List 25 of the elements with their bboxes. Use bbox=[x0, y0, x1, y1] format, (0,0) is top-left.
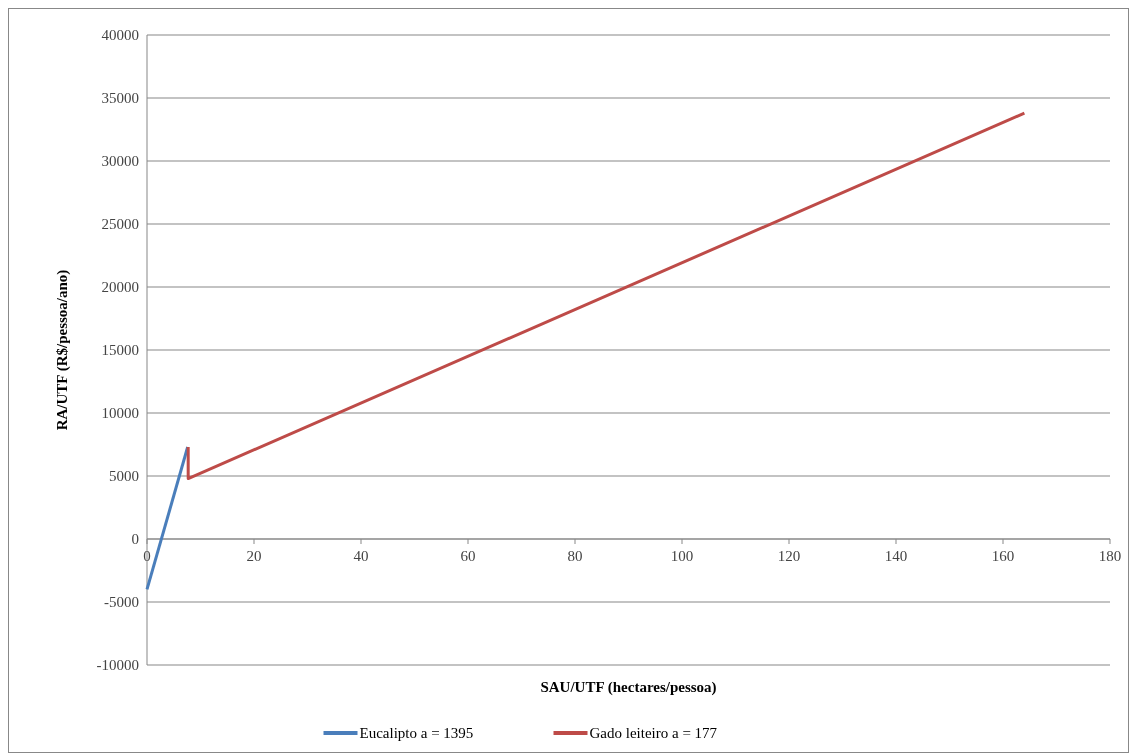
y-tick-label: 30000 bbox=[101, 153, 139, 170]
y-axis-title: RA/UTF (R$/pessoa/ano) bbox=[54, 269, 71, 431]
y-tick-label: 40000 bbox=[101, 27, 139, 44]
x-tick-label: 60 bbox=[460, 548, 476, 564]
x-tick-label: 180 bbox=[1098, 548, 1122, 564]
y-tick-label: -10000 bbox=[96, 657, 139, 674]
x-axis-title: SAU/UTF (hectares/pessoa) bbox=[540, 679, 717, 696]
x-tick-label: 160 bbox=[991, 548, 1015, 564]
y-tick-label: 10000 bbox=[101, 405, 139, 422]
x-tick-label: 0 bbox=[143, 548, 151, 564]
x-tick-label: 120 bbox=[777, 548, 801, 564]
legend-label: Eucalipto a = 1395 bbox=[359, 725, 474, 742]
y-tick-label: 15000 bbox=[101, 342, 139, 359]
x-tick-label: 140 bbox=[884, 548, 908, 564]
legend-label: Gado leiteiro a = 177 bbox=[589, 725, 718, 742]
y-tick-label: 0 bbox=[131, 531, 139, 548]
x-tick-label: 20 bbox=[246, 548, 262, 564]
y-tick-label: 35000 bbox=[101, 90, 139, 107]
y-tick-label: -5000 bbox=[104, 594, 139, 611]
x-tick-label: 100 bbox=[670, 548, 694, 564]
y-tick-label: 20000 bbox=[101, 279, 139, 296]
x-tick-label: 80 bbox=[567, 548, 583, 564]
y-tick-label: 25000 bbox=[101, 216, 139, 233]
x-tick-label: 40 bbox=[353, 548, 369, 564]
y-tick-label: 5000 bbox=[109, 468, 139, 485]
